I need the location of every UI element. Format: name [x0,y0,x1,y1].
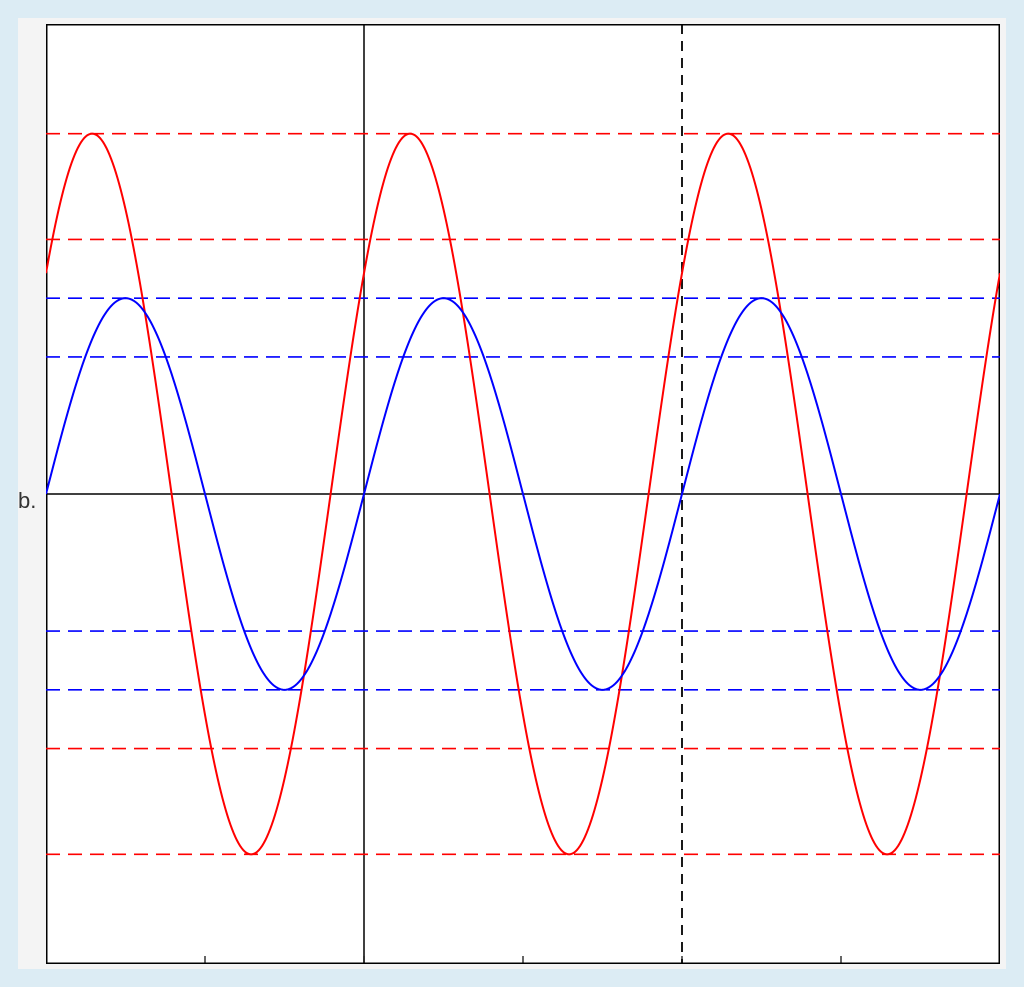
subfigure-label: b. [18,488,36,514]
figure-panel: b. [18,18,1006,969]
waveform-plot [46,24,1000,964]
